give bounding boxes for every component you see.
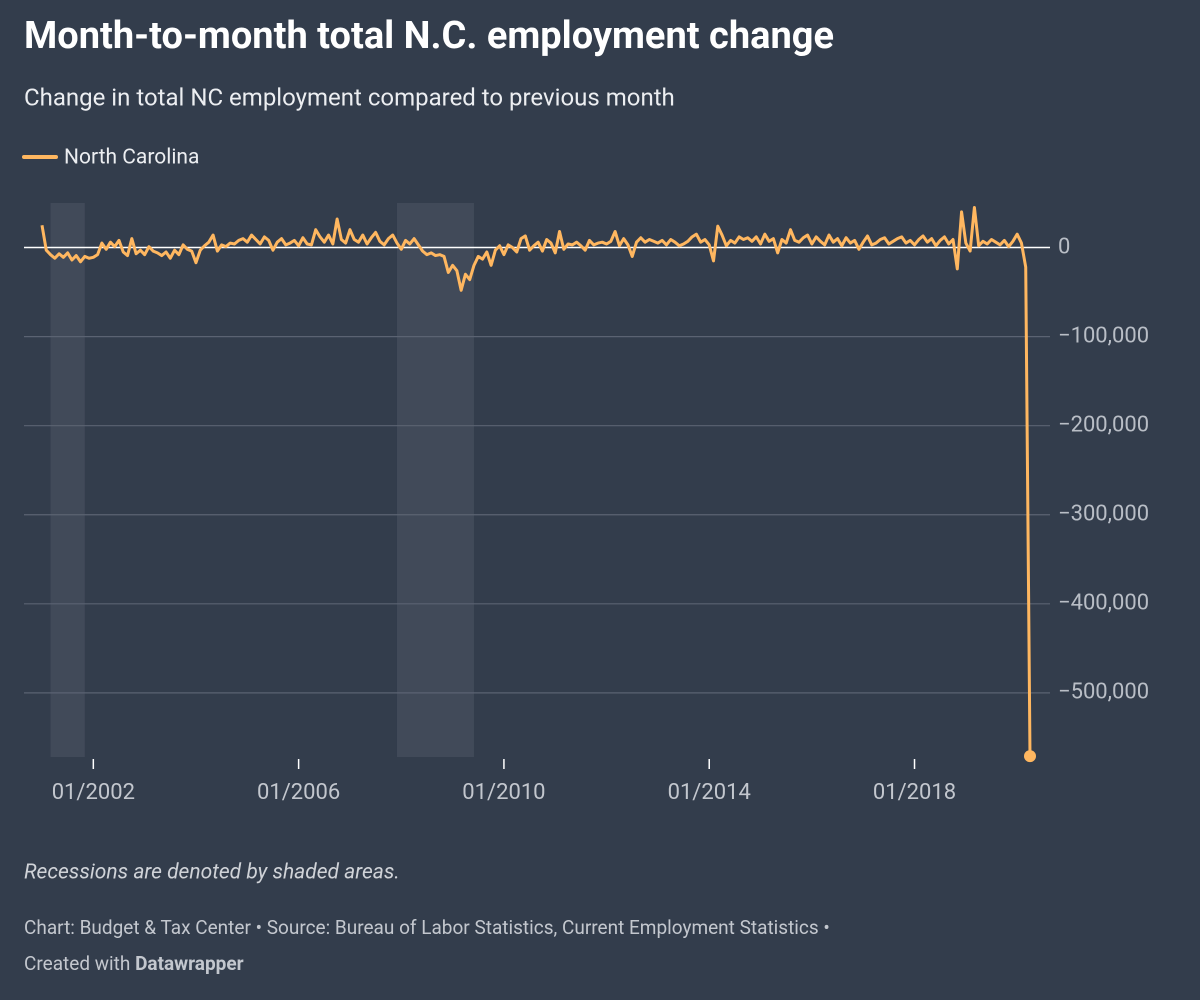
y-tick-label: −300,000 (1058, 502, 1149, 527)
end-dot (1024, 750, 1036, 763)
x-tick-label: 01/2014 (668, 780, 751, 805)
chart-title: Month-to-month total N.C. employment cha… (24, 14, 834, 58)
y-tick-label: −500,000 (1058, 680, 1149, 705)
y-tick-label: −200,000 (1058, 412, 1149, 437)
y-tick-label: −100,000 (1058, 323, 1149, 348)
recession-shade (396, 203, 474, 757)
series-line (40, 205, 1032, 757)
y-tick-label: −400,000 (1058, 591, 1149, 616)
created-with: Created with Datawrapper (24, 952, 244, 975)
legend-label: North Carolina (64, 146, 199, 170)
x-tick-label: 01/2010 (462, 780, 545, 805)
recession-shade (50, 203, 85, 757)
tool-name: Datawrapper (135, 952, 244, 975)
y-tick-label: 0 (1058, 234, 1070, 259)
chart-subtitle: Change in total NC employment compared t… (24, 83, 675, 111)
credit: Chart: Budget & Tax Center • Source: Bur… (24, 916, 830, 939)
created-with-text: Created with (24, 952, 130, 975)
notes: Recessions are denoted by shaded areas. (24, 861, 400, 885)
x-tick-label: 01/2002 (52, 780, 135, 805)
x-tick-label: 01/2006 (257, 780, 340, 805)
x-tick-label: 01/2018 (873, 780, 956, 805)
